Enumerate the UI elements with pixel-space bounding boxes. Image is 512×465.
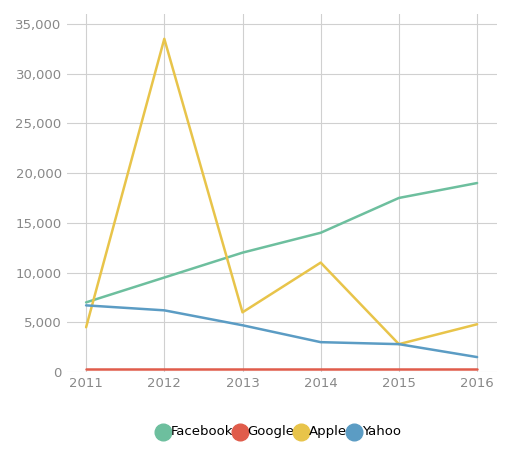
Apple <box>240 310 246 315</box>
Facebook <box>83 299 89 305</box>
Google <box>317 366 324 372</box>
Yahoo <box>83 303 89 308</box>
Google <box>396 366 402 372</box>
Line: Yahoo: Yahoo <box>86 306 477 357</box>
Line: Apple: Apple <box>86 39 477 344</box>
Google <box>83 366 89 372</box>
Facebook <box>396 195 402 201</box>
Apple <box>317 260 324 266</box>
Yahoo <box>161 307 167 313</box>
Apple <box>161 36 167 41</box>
Apple <box>396 341 402 347</box>
Google <box>240 366 246 372</box>
Line: Facebook: Facebook <box>86 183 477 302</box>
Yahoo <box>240 322 246 328</box>
Google <box>161 366 167 372</box>
Yahoo <box>474 354 480 360</box>
Facebook <box>474 180 480 186</box>
Legend: Facebook, Google, Apple, Yahoo: Facebook, Google, Apple, Yahoo <box>162 425 401 438</box>
Facebook <box>161 275 167 280</box>
Apple <box>474 321 480 327</box>
Yahoo <box>317 339 324 345</box>
Facebook <box>240 250 246 255</box>
Facebook <box>317 230 324 236</box>
Google <box>474 366 480 372</box>
Apple <box>83 325 89 330</box>
Yahoo <box>396 341 402 347</box>
